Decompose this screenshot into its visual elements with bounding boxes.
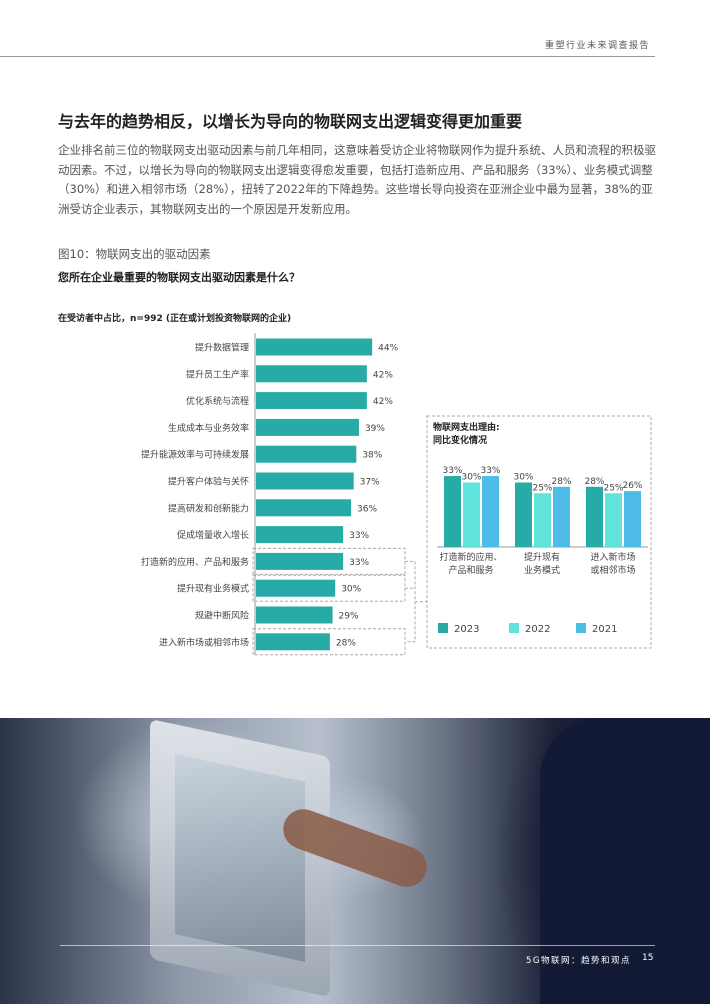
category-label: 促成增量收入增长 xyxy=(177,529,249,541)
value-label: 39% xyxy=(365,424,385,434)
inset-category-label: 业务模式 xyxy=(524,564,560,576)
category-label: 提升数据管理 xyxy=(195,342,249,354)
category-label: 提高研发和创新能力 xyxy=(168,502,249,514)
category-label: 生成成本与业务效率 xyxy=(168,422,249,434)
value-label: 28% xyxy=(336,638,356,648)
inset-category-label: 打造新的应用、 xyxy=(439,551,502,563)
category-label: 提升员工生产率 xyxy=(186,368,249,380)
footer-publication: 5G物联网：趋势和观点 xyxy=(526,956,631,966)
page-number: 15 xyxy=(642,953,654,963)
section-paragraph: 企业排名前三位的物联网支出驱动因素与前几年相同，这意味着受访企业将物联网作为提升… xyxy=(58,143,656,216)
category-label: 优化系统与流程 xyxy=(186,395,249,407)
value-label: 29% xyxy=(339,612,359,622)
value-label: 42% xyxy=(373,397,393,407)
scrubs-shape xyxy=(540,718,710,1004)
legend-label: 2021 xyxy=(592,624,617,635)
inset-bar xyxy=(482,476,499,547)
inset-category-label: 进入新市场 xyxy=(590,551,635,563)
bar xyxy=(256,472,354,490)
inset-title: 物联网支出理由: xyxy=(433,421,500,433)
inset-bar xyxy=(624,491,641,547)
value-label: 33% xyxy=(349,558,369,568)
value-label: 30% xyxy=(341,585,361,595)
inset-value-label: 33% xyxy=(442,466,462,476)
bar xyxy=(256,633,330,651)
hospital-photo xyxy=(0,718,710,1004)
inset-bar xyxy=(605,493,622,547)
connector-line xyxy=(405,560,427,643)
figure-label: 图10：物联网支出的驱动因素 xyxy=(58,247,211,261)
inset-bar xyxy=(534,493,551,547)
inset-title: 同比变化情况 xyxy=(433,434,487,446)
category-label: 打造新的应用、产品和服务 xyxy=(141,556,249,568)
value-label: 37% xyxy=(360,478,380,488)
inset-category-label: 或相邻市场 xyxy=(590,564,635,576)
category-label: 提升能源效率与可持续发展 xyxy=(141,449,249,461)
bar xyxy=(256,365,367,383)
value-label: 44% xyxy=(378,344,398,354)
category-label: 提升客户体验与关怀 xyxy=(168,476,249,488)
inset-value-label: 26% xyxy=(622,481,642,491)
inset-value-label: 30% xyxy=(513,473,533,483)
inset-bar xyxy=(444,476,461,547)
bar xyxy=(256,338,373,356)
value-label: 33% xyxy=(349,531,369,541)
bar xyxy=(256,526,344,544)
bar xyxy=(256,418,359,436)
legend-label: 2023 xyxy=(454,624,479,635)
legend-swatch xyxy=(438,623,448,633)
value-label: 42% xyxy=(373,370,393,380)
inset-value-label: 25% xyxy=(532,483,552,493)
category-label: 提升现有业务模式 xyxy=(177,583,249,595)
bar xyxy=(256,445,357,463)
screen-shape xyxy=(175,754,305,962)
bar xyxy=(256,606,333,624)
bar xyxy=(256,499,352,517)
inset-category-label: 产品和服务 xyxy=(448,564,493,576)
legend-swatch xyxy=(509,623,519,633)
inset-bar xyxy=(586,486,603,547)
legend-swatch xyxy=(576,623,586,633)
inset-value-label: 30% xyxy=(461,473,481,483)
category-label: 进入新市场或相邻市场 xyxy=(159,636,249,648)
inset-bar xyxy=(463,482,480,547)
inset-box xyxy=(426,415,652,649)
legend-label: 2022 xyxy=(525,624,550,635)
chart-subtitle: 在受访者中占比，n=992 (正在或计划投资物联网的企业) xyxy=(58,314,292,324)
header-divider xyxy=(0,56,655,57)
inset-category-label: 提升现有 xyxy=(524,551,560,563)
value-label: 36% xyxy=(357,504,377,514)
inset-value-label: 33% xyxy=(480,466,500,476)
report-title: 重塑行业未来调查报告 xyxy=(544,41,650,51)
drivers-chart: 提升数据管理 44% 提升员工生产率 42% 优化系统与流程 42% 生成成本与业务效率 39… xyxy=(141,333,652,656)
bar xyxy=(256,579,336,597)
figure-question: 您所在企业最重要的物联网支出驱动因素是什么？ xyxy=(58,271,300,284)
bar xyxy=(256,552,344,570)
inset-bar xyxy=(553,486,570,547)
section-title: 与去年的趋势相反，以增长为导向的物联网支出逻辑变得更加重要 xyxy=(58,112,523,131)
bar xyxy=(256,392,367,410)
inset-value-label: 28% xyxy=(584,477,604,487)
footer-divider xyxy=(60,945,655,946)
value-label: 38% xyxy=(362,451,382,461)
inset-value-label: 28% xyxy=(551,477,571,487)
inset-bar xyxy=(515,482,532,547)
category-label: 规避中断风险 xyxy=(195,610,249,622)
inset-value-label: 25% xyxy=(603,483,623,493)
